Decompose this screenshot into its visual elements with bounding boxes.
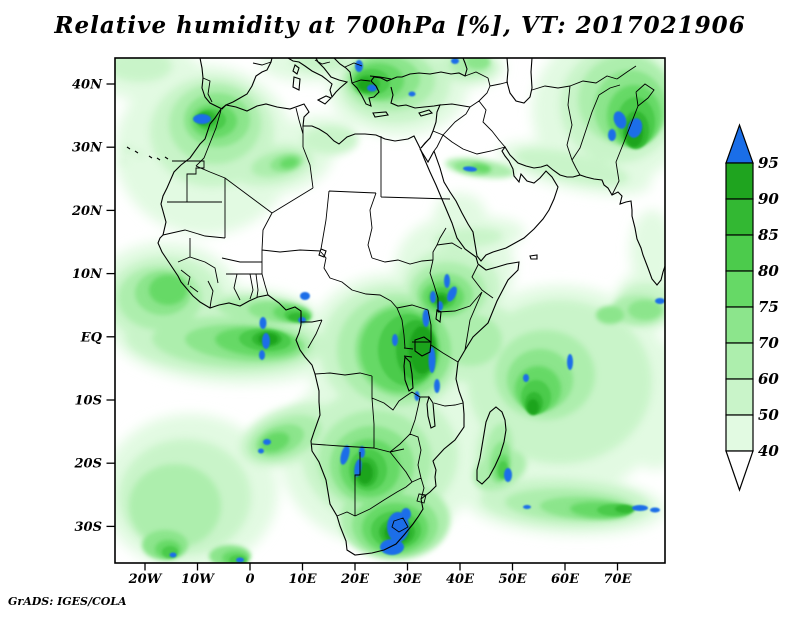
y-tick-label: EQ	[80, 330, 103, 345]
colorbar-label: 85	[758, 226, 779, 244]
y-tick-label: 30N	[72, 141, 103, 156]
colorbar-box	[726, 271, 753, 307]
colorbar: 95 90 85 80 75 70 60 50 40	[726, 125, 779, 490]
x-tick-label: 0	[245, 572, 254, 587]
x-tick-label: 10E	[289, 572, 318, 587]
colorbar-label: 40	[758, 442, 779, 460]
colorbar-box	[726, 379, 753, 415]
y-axis: 40N 30N 20N 10N EQ 10S 20S 30S	[71, 78, 115, 535]
colorbar-label: 60	[758, 370, 779, 388]
y-tick-label: 20S	[74, 457, 102, 472]
colorbar-box	[726, 163, 753, 199]
colorbar-below-triangle	[726, 451, 753, 490]
colorbar-label: 90	[758, 190, 779, 208]
colorbar-label: 75	[758, 298, 779, 316]
colorbar-box	[726, 415, 753, 451]
x-tick-label: 60E	[551, 572, 580, 587]
plot-title: Relative humidity at 700hPa [%], VT: 201…	[0, 12, 800, 39]
y-tick-label: 30S	[75, 520, 102, 535]
colorbar-label: 50	[758, 406, 779, 424]
colorbar-box	[726, 307, 753, 343]
x-tick-label: 20W	[128, 572, 163, 587]
x-tick-label: 30E	[394, 572, 423, 587]
colorbar-above-triangle	[726, 125, 753, 163]
x-tick-label: 10W	[181, 572, 215, 587]
y-tick-label: 10N	[72, 267, 103, 282]
colorbar-box	[726, 199, 753, 235]
x-tick-label: 50E	[499, 572, 528, 587]
x-tick-label: 70E	[604, 572, 633, 587]
x-tick-label: 40E	[446, 572, 475, 587]
map-plot: 20W 10W 0 10E 20E 30E 40E 50E 60E 70E 40N 30N 20N 10…	[0, 0, 800, 618]
colorbar-label: 70	[758, 334, 779, 352]
colorbar-box	[726, 343, 753, 379]
caspian-coastline	[507, 58, 532, 103]
colorbar-box	[726, 235, 753, 271]
x-tick-label: 20E	[340, 572, 370, 587]
colorbar-label: 80	[758, 262, 779, 280]
humidity-shading	[90, 32, 690, 570]
y-tick-label: 10S	[75, 394, 102, 409]
attribution: GrADS: IGES/COLA	[8, 595, 127, 608]
y-tick-label: 20N	[71, 204, 103, 219]
x-axis: 20W 10W 0 10E 20E 30E 40E 50E 60E 70E	[128, 563, 633, 587]
grads-figure: Relative humidity at 700hPa [%], VT: 201…	[0, 0, 800, 618]
colorbar-label: 95	[758, 154, 779, 172]
y-tick-label: 40N	[72, 78, 103, 93]
